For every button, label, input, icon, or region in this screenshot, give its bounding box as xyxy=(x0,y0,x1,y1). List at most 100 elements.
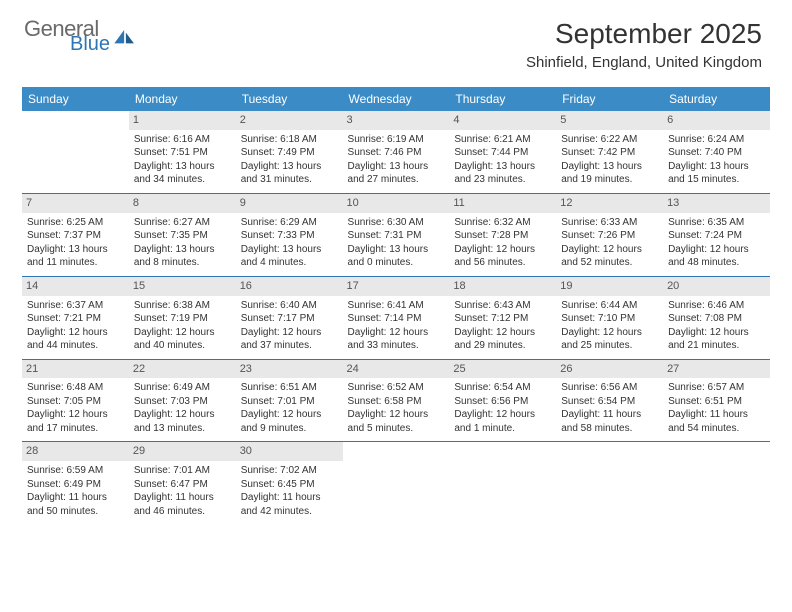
day-number: 2 xyxy=(236,111,343,130)
day-number: 29 xyxy=(129,442,236,461)
sunset-text: Sunset: 7:08 PM xyxy=(668,312,765,326)
daylight-text: Daylight: 13 hours and 4 minutes. xyxy=(241,243,338,270)
daylight-text: Daylight: 12 hours and 13 minutes. xyxy=(134,408,231,435)
sunrise-text: Sunrise: 6:48 AM xyxy=(27,381,124,395)
day-number: 26 xyxy=(556,360,663,379)
sunrise-text: Sunrise: 6:41 AM xyxy=(348,299,445,313)
sunrise-text: Sunrise: 6:52 AM xyxy=(348,381,445,395)
sunrise-text: Sunrise: 6:33 AM xyxy=(561,216,658,230)
sunrise-text: Sunrise: 6:43 AM xyxy=(454,299,551,313)
day-header: Wednesday xyxy=(343,87,450,111)
sunrise-text: Sunrise: 6:19 AM xyxy=(348,133,445,147)
day-number: 14 xyxy=(22,277,129,296)
daylight-text: Daylight: 12 hours and 33 minutes. xyxy=(348,326,445,353)
daylight-text: Daylight: 12 hours and 29 minutes. xyxy=(454,326,551,353)
daylight-text: Daylight: 12 hours and 5 minutes. xyxy=(348,408,445,435)
day-cell: 27Sunrise: 6:57 AMSunset: 6:51 PMDayligh… xyxy=(663,359,770,442)
day-number: 13 xyxy=(663,194,770,213)
month-title: September 2025 xyxy=(526,18,762,50)
day-number xyxy=(556,442,663,446)
logo-sail-icon xyxy=(114,30,136,46)
sunrise-text: Sunrise: 6:59 AM xyxy=(27,464,124,478)
day-number: 22 xyxy=(129,360,236,379)
day-number: 6 xyxy=(663,111,770,130)
daylight-text: Daylight: 12 hours and 48 minutes. xyxy=(668,243,765,270)
day-number: 8 xyxy=(129,194,236,213)
day-header: Thursday xyxy=(449,87,556,111)
day-number: 23 xyxy=(236,360,343,379)
sunset-text: Sunset: 7:42 PM xyxy=(561,146,658,160)
day-number xyxy=(663,442,770,446)
day-number: 24 xyxy=(343,360,450,379)
week-row: 14Sunrise: 6:37 AMSunset: 7:21 PMDayligh… xyxy=(22,276,770,359)
sunrise-text: Sunrise: 7:02 AM xyxy=(241,464,338,478)
daylight-text: Daylight: 13 hours and 27 minutes. xyxy=(348,160,445,187)
day-cell: 17 Sunrise: 6:41 AMSunset: 7:14 PMDayligh… xyxy=(343,276,450,359)
sunset-text: Sunset: 7:01 PM xyxy=(241,395,338,409)
sunrise-text: Sunrise: 6:44 AM xyxy=(561,299,658,313)
sunrise-text: Sunrise: 6:49 AM xyxy=(134,381,231,395)
day-cell: 14Sunrise: 6:37 AMSunset: 7:21 PMDayligh… xyxy=(22,276,129,359)
sunrise-text: Sunrise: 6:35 AM xyxy=(668,216,765,230)
day-header: Monday xyxy=(129,87,236,111)
sunset-text: Sunset: 7:51 PM xyxy=(134,146,231,160)
header: General Blue September 2025 Shinfield, E… xyxy=(0,0,792,79)
day-number: 15 xyxy=(129,277,236,296)
daylight-text: Daylight: 12 hours and 56 minutes. xyxy=(454,243,551,270)
day-cell: 10Sunrise: 6:30 AMSunset: 7:31 PMDayligh… xyxy=(343,193,450,276)
day-cell: 1Sunrise: 6:16 AMSunset: 7:51 PMDaylight… xyxy=(129,111,236,193)
day-number: 17 xyxy=(343,277,450,296)
sunrise-text: Sunrise: 6:25 AM xyxy=(27,216,124,230)
daylight-text: Daylight: 13 hours and 34 minutes. xyxy=(134,160,231,187)
sunset-text: Sunset: 7:35 PM xyxy=(134,229,231,243)
sunset-text: Sunset: 6:58 PM xyxy=(348,395,445,409)
week-row: 28Sunrise: 6:59 AMSunset: 6:49 PMDayligh… xyxy=(22,442,770,524)
daylight-text: Daylight: 13 hours and 8 minutes. xyxy=(134,243,231,270)
day-header: Saturday xyxy=(663,87,770,111)
daylight-text: Daylight: 13 hours and 31 minutes. xyxy=(241,160,338,187)
sunset-text: Sunset: 7:33 PM xyxy=(241,229,338,243)
day-cell: 29Sunrise: 7:01 AMSunset: 6:47 PMDayligh… xyxy=(129,442,236,524)
daylight-text: Daylight: 13 hours and 0 minutes. xyxy=(348,243,445,270)
title-block: September 2025 Shinfield, England, Unite… xyxy=(526,18,762,71)
daylight-text: Daylight: 13 hours and 19 minutes. xyxy=(561,160,658,187)
day-cell: 5Sunrise: 6:22 AMSunset: 7:42 PMDaylight… xyxy=(556,111,663,193)
sunrise-text: Sunrise: 6:22 AM xyxy=(561,133,658,147)
day-header: Tuesday xyxy=(236,87,343,111)
sunset-text: Sunset: 7:14 PM xyxy=(348,312,445,326)
sunrise-text: Sunrise: 6:21 AM xyxy=(454,133,551,147)
sunrise-text: Sunrise: 6:57 AM xyxy=(668,381,765,395)
day-number: 12 xyxy=(556,194,663,213)
sunrise-text: Sunrise: 6:37 AM xyxy=(27,299,124,313)
sunrise-text: Sunrise: 6:54 AM xyxy=(454,381,551,395)
daylight-text: Daylight: 13 hours and 15 minutes. xyxy=(668,160,765,187)
day-cell: 19Sunrise: 6:44 AMSunset: 7:10 PMDayligh… xyxy=(556,276,663,359)
day-number: 30 xyxy=(236,442,343,461)
daylight-text: Daylight: 12 hours and 37 minutes. xyxy=(241,326,338,353)
day-cell: 12Sunrise: 6:33 AMSunset: 7:26 PMDayligh… xyxy=(556,193,663,276)
sunrise-text: Sunrise: 6:56 AM xyxy=(561,381,658,395)
sunset-text: Sunset: 7:46 PM xyxy=(348,146,445,160)
daylight-text: Daylight: 12 hours and 1 minute. xyxy=(454,408,551,435)
day-cell xyxy=(556,442,663,524)
day-number xyxy=(343,442,450,446)
sunset-text: Sunset: 7:37 PM xyxy=(27,229,124,243)
logo-text-blue: Blue xyxy=(70,34,110,54)
daylight-text: Daylight: 12 hours and 21 minutes. xyxy=(668,326,765,353)
day-cell: 11Sunrise: 6:32 AMSunset: 7:28 PMDayligh… xyxy=(449,193,556,276)
day-cell: 13Sunrise: 6:35 AMSunset: 7:24 PMDayligh… xyxy=(663,193,770,276)
day-cell: 30Sunrise: 7:02 AMSunset: 6:45 PMDayligh… xyxy=(236,442,343,524)
sunset-text: Sunset: 7:19 PM xyxy=(134,312,231,326)
logo: General Blue xyxy=(24,18,136,54)
sunset-text: Sunset: 6:47 PM xyxy=(134,478,231,492)
day-header: Friday xyxy=(556,87,663,111)
sunrise-text: Sunrise: 6:18 AM xyxy=(241,133,338,147)
day-number xyxy=(22,111,129,115)
daylight-text: Daylight: 12 hours and 52 minutes. xyxy=(561,243,658,270)
day-cell xyxy=(449,442,556,524)
day-number: 3 xyxy=(343,111,450,130)
sunset-text: Sunset: 7:03 PM xyxy=(134,395,231,409)
day-cell: 25Sunrise: 6:54 AMSunset: 6:56 PMDayligh… xyxy=(449,359,556,442)
day-number: 21 xyxy=(22,360,129,379)
daylight-text: Daylight: 12 hours and 25 minutes. xyxy=(561,326,658,353)
